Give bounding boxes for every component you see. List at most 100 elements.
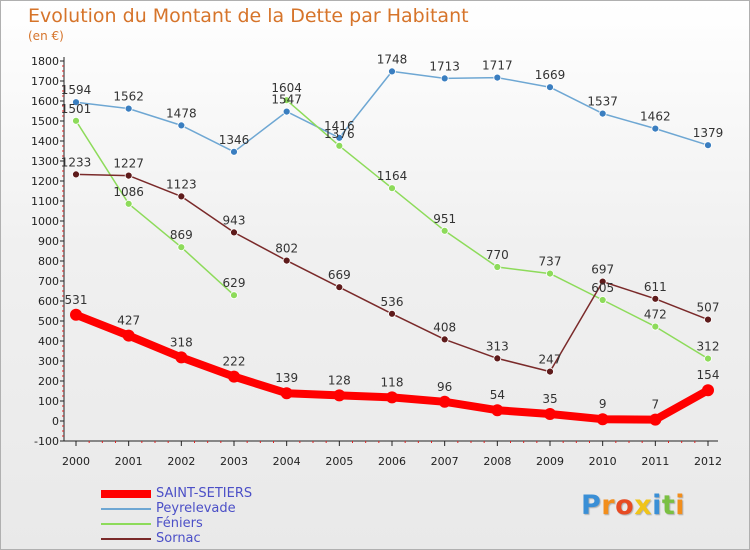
x-tick-label: 2000: [62, 455, 90, 468]
x-tick-label: 2008: [483, 455, 511, 468]
data-point-peyrelevade: [230, 147, 238, 156]
data-point-saint-setiers: [649, 413, 662, 426]
data-point-sornac: [388, 309, 396, 318]
y-tick-label: 200: [38, 375, 59, 388]
data-point-sornac: [230, 228, 238, 237]
data-label-f-niers: 1604: [271, 81, 302, 95]
legend-swatch: [101, 490, 151, 498]
data-label-saint-setiers: 9: [599, 397, 607, 411]
data-point-f-niers: [598, 296, 607, 304]
y-tick-label: 100: [38, 395, 59, 408]
y-tick-label: 500: [38, 315, 59, 328]
data-label-f-niers: 629: [223, 276, 246, 290]
data-label-peyrelevade: 1346: [219, 133, 250, 147]
data-point-f-niers: [704, 354, 712, 363]
data-label-saint-setiers: 54: [490, 388, 505, 402]
proxiti-logo: Proxiti: [581, 490, 685, 521]
data-point-f-niers: [72, 116, 80, 125]
data-label-saint-setiers: 96: [437, 380, 452, 394]
data-label-saint-setiers: 7: [652, 398, 660, 412]
data-label-f-niers: 951: [433, 212, 456, 226]
x-tick-label: 2010: [589, 455, 617, 468]
data-point-sornac: [124, 171, 133, 180]
data-label-peyrelevade: 1562: [113, 90, 144, 104]
logo-letter: i: [675, 490, 686, 521]
data-point-f-niers: [493, 263, 502, 271]
data-point-f-niers: [388, 184, 396, 193]
data-label-sornac: 1123: [166, 177, 197, 191]
data-point-sornac: [546, 367, 554, 376]
data-point-saint-setiers: [438, 395, 451, 408]
data-label-saint-setiers: 128: [328, 373, 351, 387]
data-label-f-niers: 312: [697, 340, 720, 354]
legend-swatch: [101, 538, 151, 540]
data-label-sornac: 1227: [113, 157, 144, 171]
data-label-f-niers: 1086: [113, 185, 144, 199]
logo-letter: x: [634, 490, 653, 521]
x-tick-label: 2005: [325, 455, 353, 468]
data-label-sornac: 313: [486, 339, 509, 353]
data-point-saint-setiers: [333, 389, 346, 402]
data-label-peyrelevade: 1478: [166, 106, 197, 120]
data-label-peyrelevade: 1462: [640, 110, 671, 124]
data-label-f-niers: 1376: [324, 127, 355, 141]
data-label-sornac: 611: [644, 280, 667, 294]
data-point-saint-setiers: [702, 384, 714, 397]
data-point-sornac: [177, 192, 186, 201]
legend-label: Peyrelevade: [156, 501, 236, 516]
data-point-f-niers: [440, 226, 449, 235]
legend-label: Féniers: [156, 516, 203, 531]
y-tick-label: 0: [52, 415, 59, 428]
data-label-saint-setiers: 222: [223, 355, 246, 369]
data-point-peyrelevade: [598, 109, 607, 118]
data-point-sornac: [72, 170, 80, 179]
data-label-peyrelevade: 1594: [61, 83, 92, 97]
data-point-f-niers: [651, 322, 660, 331]
data-label-saint-setiers: 118: [381, 375, 404, 389]
data-label-f-niers: 1501: [61, 102, 92, 116]
data-point-f-niers: [230, 291, 238, 300]
data-point-peyrelevade: [335, 133, 344, 142]
legend-label: SAINT-SETIERS: [156, 486, 253, 501]
y-tick-label: 1800: [31, 55, 59, 68]
data-label-peyrelevade: 1748: [377, 52, 408, 66]
data-label-sornac: 697: [591, 263, 614, 277]
x-tick-label: 2001: [115, 455, 143, 468]
y-tick-label: 600: [38, 295, 59, 308]
data-label-saint-setiers: 427: [117, 314, 140, 328]
data-point-saint-setiers: [596, 413, 609, 426]
data-point-sornac: [282, 256, 291, 265]
data-point-peyrelevade: [282, 107, 291, 116]
y-tick-label: 700: [38, 275, 59, 288]
data-point-peyrelevade: [388, 67, 396, 76]
series-line-saint-setiers: [72, 310, 712, 424]
data-label-sornac: 943: [223, 213, 246, 227]
x-tick-label: 2007: [431, 455, 459, 468]
data-label-f-niers: 737: [539, 255, 562, 269]
data-point-sornac: [598, 277, 607, 286]
logo-letter: P: [581, 490, 602, 521]
data-point-saint-setiers: [386, 391, 398, 404]
data-point-sornac: [335, 283, 344, 292]
legend-label: Sornac: [156, 531, 201, 546]
y-tick-label: 1500: [31, 115, 59, 128]
y-tick-label: 400: [38, 335, 59, 348]
data-point-sornac: [704, 315, 712, 324]
data-point-sornac: [651, 294, 660, 303]
x-tick-label: 2003: [220, 455, 248, 468]
data-label-sornac: 408: [433, 320, 456, 334]
x-tick-label: 2006: [378, 455, 406, 468]
data-point-saint-setiers: [228, 370, 240, 383]
data-point-f-niers: [282, 96, 291, 105]
data-label-sornac: 1233: [61, 155, 92, 169]
data-point-saint-setiers: [70, 308, 82, 321]
y-tick-label: 1300: [31, 155, 59, 168]
y-tick-label: 1600: [31, 95, 59, 108]
y-tick-label: 1400: [31, 135, 59, 148]
data-point-peyrelevade: [493, 73, 502, 82]
data-point-saint-setiers: [491, 404, 504, 417]
data-point-peyrelevade: [72, 98, 80, 107]
chart-title: Evolution du Montant de la Dette par Hab…: [28, 5, 469, 27]
data-point-f-niers: [177, 243, 186, 252]
legend-swatch: [101, 523, 151, 525]
